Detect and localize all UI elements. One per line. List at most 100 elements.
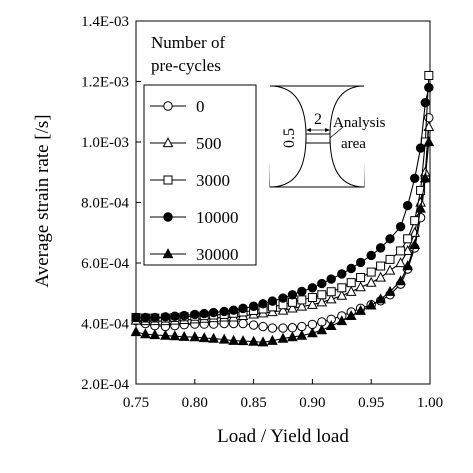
- data-point: [355, 304, 366, 315]
- specimen-inset: 2 0.5 Analysis area: [269, 85, 386, 188]
- data-point: [316, 296, 328, 307]
- data-point: [228, 305, 239, 315]
- data-point: [326, 287, 336, 297]
- data-point: [267, 306, 278, 317]
- data-point: [337, 283, 347, 293]
- data-point: [403, 234, 413, 244]
- legend-item-10000: 10000: [150, 208, 239, 227]
- data-point: [150, 312, 160, 323]
- x-tick-label: 0.80: [182, 395, 208, 411]
- data-point: [402, 260, 413, 271]
- data-point: [218, 333, 230, 344]
- data-point: [131, 312, 141, 323]
- data-point: [424, 70, 434, 80]
- data-point: [365, 299, 377, 310]
- height-dimension-label: 0.5: [281, 128, 298, 148]
- analysis-area-label-2: area: [341, 136, 366, 152]
- legend-label: 30000: [196, 245, 239, 264]
- data-point: [248, 335, 259, 346]
- data-point: [277, 332, 289, 343]
- legend-entries: 0 500 3000 10000 30000: [150, 97, 239, 264]
- data-point: [258, 299, 268, 309]
- data-point: [237, 335, 249, 346]
- x-tick-label: 0.75: [123, 395, 149, 411]
- x-tick-label: 1.00: [417, 395, 443, 411]
- data-point: [325, 293, 337, 304]
- data-point: [375, 243, 386, 253]
- x-tick-label: 0.85: [240, 395, 266, 411]
- data-point: [267, 296, 278, 306]
- data-point: [130, 326, 142, 337]
- y-axis-label: Average strain rate [/s]: [32, 114, 53, 287]
- data-point: [365, 276, 377, 287]
- data-point: [238, 303, 248, 314]
- data-point: [419, 172, 431, 183]
- x-axis: 0.75 0.80 0.85 0.90 0.95 1.00: [123, 379, 443, 411]
- legend-item-0: 0: [150, 97, 205, 116]
- data-point: [337, 269, 347, 279]
- data-point: [278, 323, 288, 333]
- data-point: [415, 143, 426, 153]
- data-point: [345, 285, 357, 296]
- y-tick-label: 1.4E-03: [81, 14, 129, 30]
- data-point: [336, 289, 348, 300]
- data-point: [267, 334, 278, 345]
- data-point: [208, 332, 219, 343]
- data-point: [296, 300, 308, 311]
- legend-title-line-2: pre-cycles: [151, 56, 221, 75]
- data-point: [208, 307, 219, 318]
- data-point: [219, 306, 229, 317]
- data-point: [336, 315, 348, 326]
- data-point: [248, 301, 259, 311]
- series-10000: [131, 82, 434, 323]
- legend-label: 3000: [196, 171, 230, 190]
- data-point: [317, 290, 327, 300]
- data-point: [307, 327, 318, 338]
- data-point: [228, 334, 239, 345]
- data-point: [385, 234, 395, 244]
- data-point: [163, 101, 173, 111]
- data-point: [297, 321, 307, 332]
- y-tick-label: 2.0E-04: [81, 377, 129, 393]
- legend-item-500: 500: [150, 134, 222, 153]
- width-arrow-right: [325, 128, 330, 132]
- data-point: [296, 329, 308, 340]
- data-point: [169, 330, 181, 341]
- data-point: [277, 304, 289, 315]
- data-point: [257, 336, 269, 347]
- data-point: [160, 312, 171, 322]
- data-point: [248, 320, 259, 330]
- data-point: [325, 320, 337, 331]
- analysis-area-rect: [305, 133, 331, 144]
- y-tick-label: 4.0E-04: [81, 317, 129, 333]
- data-point: [140, 328, 151, 339]
- series-layer: [130, 70, 435, 347]
- data-point: [287, 323, 298, 333]
- y-tick-label: 1.2E-03: [81, 75, 129, 91]
- series-30000: [130, 136, 435, 347]
- data-point: [384, 285, 396, 296]
- data-point: [149, 329, 161, 340]
- legend-item-30000: 30000: [150, 245, 239, 264]
- data-point: [287, 302, 298, 313]
- width-dimension-label: 2: [314, 111, 322, 128]
- data-point: [258, 321, 268, 332]
- data-point: [415, 202, 426, 213]
- data-point: [366, 250, 376, 261]
- data-point: [424, 82, 434, 93]
- legend-label: 500: [196, 134, 222, 153]
- data-point: [287, 331, 298, 342]
- data-point: [140, 312, 151, 323]
- x-axis-label: Load / Yield load: [217, 426, 349, 447]
- data-point: [346, 278, 356, 288]
- data-point: [384, 264, 396, 275]
- data-point: [396, 246, 406, 256]
- y-axis: 2.0E-04 4.0E-04 6.0E-04 8.0E-04 1.0E-03 1.2E-…: [81, 14, 141, 393]
- data-point: [162, 137, 174, 148]
- data-point: [238, 318, 248, 329]
- width-arrow-left: [306, 128, 311, 132]
- data-point: [307, 292, 317, 302]
- data-point: [395, 257, 406, 268]
- data-point: [423, 136, 435, 147]
- data-point: [316, 324, 328, 335]
